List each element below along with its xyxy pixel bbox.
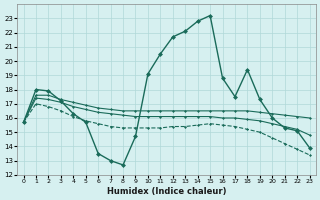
X-axis label: Humidex (Indice chaleur): Humidex (Indice chaleur) <box>107 187 226 196</box>
